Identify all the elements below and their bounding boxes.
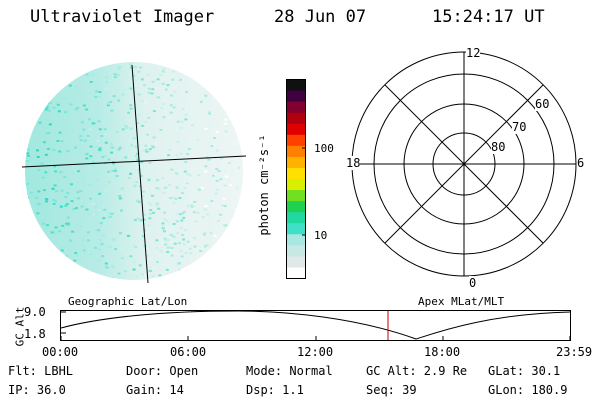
altplot-xtick-1800: 18:00 (424, 345, 461, 359)
altplot-right-title: Apex MLat/MLT (418, 295, 505, 308)
polar-mlat-mlt-grid (351, 51, 577, 277)
polar-diagonal-2 (384, 84, 544, 244)
altplot-xtick-0600: 06:00 (170, 345, 207, 359)
colorbar-cell (287, 178, 305, 191)
observation-date: 28 Jun 07 (274, 7, 367, 27)
colorbar-cell (287, 79, 305, 91)
instrument-title: Ultraviolet Imager (30, 7, 215, 27)
geographic-latitude-line (21, 155, 247, 168)
altplot-ytick-bottom: 1.8 (24, 327, 46, 341)
colorbar-cell (287, 112, 305, 124)
colorbar-cell (287, 134, 305, 146)
mlt-label-12: 12 (466, 46, 481, 60)
mlt-label-0: 0 (469, 276, 477, 290)
info-sequence: Seq: 39 (366, 383, 417, 397)
info-ip: IP: 36.0 (8, 383, 66, 397)
colorbar-cell (287, 222, 305, 235)
info-filter: Flt: LBHL (8, 364, 74, 378)
colorbar-cell (287, 255, 305, 268)
colorbar-cell (287, 90, 305, 102)
mlat-label-70: 70 (512, 120, 527, 134)
altplot-xtick-0000: 00:00 (42, 345, 79, 359)
colorbar-unit-label: photon cm⁻²s⁻¹ (257, 134, 271, 236)
altplot-ytick-top: 9.0 (24, 305, 46, 319)
colorbar-cell (287, 244, 305, 257)
mlt-label-18: 18 (346, 156, 361, 170)
info-dsp: Dsp: 1.1 (246, 383, 304, 397)
colorbar-cell (287, 233, 305, 246)
colorbar-cell (287, 211, 305, 224)
mlt-label-6: 6 (577, 156, 585, 170)
colorbar-cell (287, 266, 305, 279)
info-gc-altitude: GC Alt: 2.9 Re (366, 364, 468, 378)
colorbar-cell (287, 167, 305, 179)
colorbar-cell (287, 189, 305, 202)
colorbar (286, 79, 306, 279)
mlat-label-60: 60 (535, 97, 550, 111)
uv-image-disk (21, 62, 247, 284)
colorbar-tick-100: 100 (314, 142, 334, 155)
info-door: Door: Open (126, 364, 199, 378)
geographic-longitude-line (131, 64, 149, 284)
altplot-left-title: Geographic Lat/Lon (68, 295, 188, 308)
colorbar-cell (287, 200, 305, 213)
info-mode: Mode: Normal (246, 364, 333, 378)
observation-time: 15:24:17 UT (432, 7, 545, 27)
info-geographic-lon: GLon: 180.9 (488, 383, 568, 397)
colorbar-cell (287, 156, 305, 168)
altitude-timeline-plot (60, 310, 571, 341)
mlat-label-80: 80 (491, 140, 506, 154)
colorbar-tick-10: 10 (314, 229, 328, 242)
colorbar-cell (287, 123, 305, 135)
altplot-xtick-2359: 23:59 (556, 345, 593, 359)
info-gain: Gain: 14 (126, 383, 184, 397)
colorbar-cell (287, 145, 305, 157)
colorbar-cell (287, 101, 305, 113)
orbit-altitude-curve (60, 310, 571, 340)
emission-speckles (25, 62, 243, 280)
info-geographic-lat: GLat: 30.1 (488, 364, 561, 378)
altplot-xtick-1200: 12:00 (297, 345, 334, 359)
